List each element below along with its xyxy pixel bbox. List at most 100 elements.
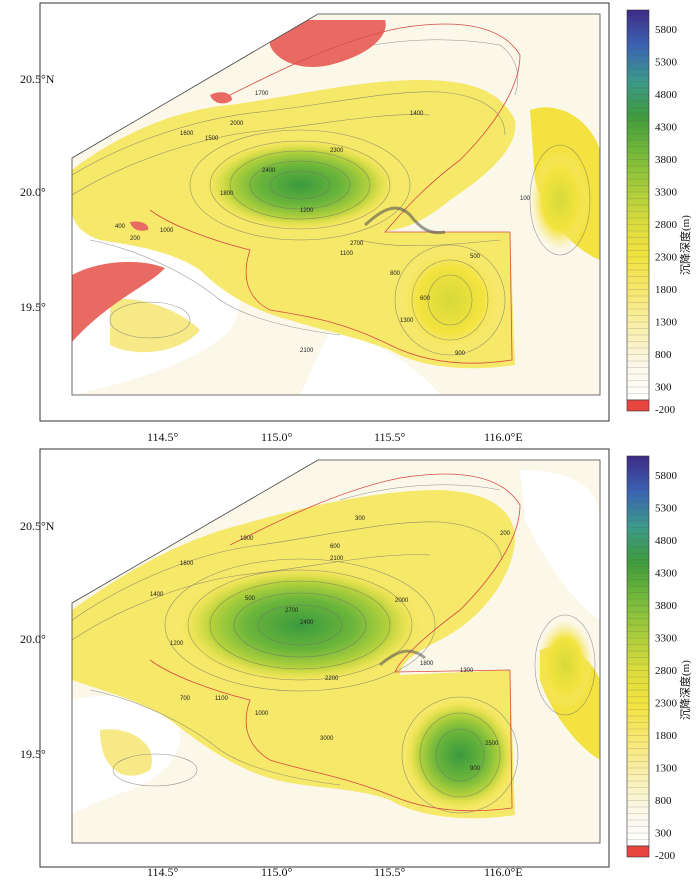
colorbar-tick-label: 800 [655, 349, 672, 361]
colorbar-negative-swatch [626, 399, 650, 412]
x-tick-label: 115.5° [374, 430, 406, 444]
x-axis: 114.5° 115.0° 115.5° 116.0°E [147, 865, 523, 879]
contour-label: 2700 [350, 241, 364, 247]
contour-label: 1300 [460, 668, 474, 674]
y-tick-label: 19.5° [20, 300, 46, 314]
depth-field [72, 460, 600, 843]
colorbar-tick-labels: 5800 5300 4800 4300 3800 3300 2800 2300 1800 1300… [655, 470, 678, 862]
colorbar-top: 5800 5300 4800 4300 3800 3300 2800 2300 1800 1300… [626, 9, 692, 416]
contour-labels: 1600 1500 2000 2300 2400 1800 1200 1000 400 200 10… [115, 91, 531, 357]
colorbar-tick-label: 4300 [655, 568, 678, 580]
x-axis: 114.5° 115.0° 115.5° 116.0°E [147, 430, 523, 444]
contour-label: 100 [520, 196, 531, 202]
panel-frame [39, 2, 610, 422]
contour-label: 1900 [240, 536, 254, 542]
colorbar-tick-label: 300 [655, 382, 672, 394]
contour-label: 300 [355, 516, 366, 522]
contour-label: 3000 [320, 736, 334, 742]
contour-label: 900 [455, 351, 466, 357]
contour-label: 200 [130, 236, 141, 242]
x-tick-label: 115.5° [374, 865, 406, 879]
x-tick-label: 115.0° [261, 430, 293, 444]
contour-label: 1600 [180, 131, 194, 137]
contour-label: 1200 [300, 208, 314, 214]
colorbar-tick-label: 3300 [655, 633, 678, 645]
contour-label: 900 [470, 766, 481, 772]
x-tick-label: 116.0°E [484, 865, 523, 879]
contour-label: 600 [330, 544, 341, 550]
colorbar-tick-label: 1300 [655, 317, 678, 329]
contour-label: 1400 [150, 592, 164, 598]
contour-label: 2700 [285, 608, 299, 614]
contour-label: 1300 [400, 318, 414, 324]
contour-label: 2100 [330, 556, 344, 562]
colorbar-title: 沉降深度(m) [678, 215, 692, 275]
colorbar-tick-label: 1300 [655, 763, 678, 775]
contour-label: 2000 [230, 121, 244, 127]
y-tick-label: 20.0° [20, 632, 46, 646]
map-border [71, 459, 601, 844]
colorbar-tick-label: 2300 [655, 698, 678, 710]
map-border [71, 13, 601, 396]
contour-label: 1200 [170, 641, 184, 647]
contour-label: 1500 [205, 136, 219, 142]
colorbar-tick-label: 3800 [655, 154, 678, 166]
colorbar-tick-label: 300 [655, 828, 672, 840]
contour-label: 800 [390, 271, 401, 277]
colorbar-negative-swatch [626, 845, 650, 858]
contour-label: 2300 [330, 148, 344, 154]
x-tick-label: 116.0°E [484, 430, 523, 444]
x-tick-label: 114.5° [147, 865, 179, 879]
contour-label: 1000 [160, 228, 174, 234]
colorbar-tick-label: 4800 [655, 535, 678, 547]
colorbar-tick-label: 1800 [655, 730, 678, 742]
contour-label: 1400 [410, 111, 424, 117]
colorbar-tick-label: 5800 [655, 24, 678, 36]
panel-frame [39, 448, 610, 868]
colorbar-tick-label: -200 [655, 404, 676, 416]
colorbar-tick-label: 2300 [655, 252, 678, 264]
colorbar-tick-label: -200 [655, 850, 676, 862]
depth-field [72, 14, 600, 395]
contour-label: 1100 [215, 696, 229, 702]
colorbar-tick-label: 2800 [655, 665, 678, 677]
contour-label: 500 [470, 254, 481, 260]
contour-label: 400 [115, 224, 126, 230]
colorbar-tick-label: 2800 [655, 219, 678, 231]
colorbar-tick-label: 4800 [655, 89, 678, 101]
contour-label: 2400 [262, 168, 276, 174]
contour-label: 2200 [325, 676, 339, 682]
contour-label: 2500 [485, 741, 499, 747]
contour-label: 2400 [300, 620, 314, 626]
colorbar-tick-label: 3300 [655, 187, 678, 199]
contour-label: 2100 [300, 348, 314, 354]
y-axis: 20.5°N 20.0° 19.5° [20, 72, 55, 314]
colorbar-tick-label: 1800 [655, 284, 678, 296]
map-panel-top: 1600 1500 2000 2300 2400 1800 1200 1000 400 200 10… [20, 2, 692, 444]
y-tick-label: 19.5° [20, 747, 46, 761]
y-axis: 20.5°N 20.0° 19.5° [20, 519, 55, 761]
colorbar-tick-label: 5300 [655, 503, 678, 515]
colorbar-lines [627, 16, 649, 394]
contour-label: 700 [180, 696, 191, 702]
contour-label: 200 [500, 531, 511, 537]
contour-label: 1800 [220, 191, 234, 197]
x-tick-label: 115.0° [261, 865, 293, 879]
colorbar-tick-label: 4300 [655, 122, 678, 134]
contour-label: 500 [245, 596, 256, 602]
y-tick-label: 20.5°N [20, 72, 55, 86]
colorbar-tick-label: 800 [655, 795, 672, 807]
y-tick-label: 20.5°N [20, 519, 55, 533]
contour-label: 1700 [255, 91, 269, 97]
colorbar-tick-label: 3800 [655, 600, 678, 612]
contour-label: 1600 [180, 561, 194, 567]
colorbar-tick-labels: 5800 5300 4800 4300 3800 3300 2800 2300 1800 1300… [655, 24, 678, 416]
colorbar-bottom: 5800 5300 4800 4300 3800 3300 2800 2300 1800 1300… [626, 455, 692, 862]
x-tick-label: 114.5° [147, 430, 179, 444]
contour-label: 600 [420, 296, 431, 302]
contour-label: 1800 [420, 661, 434, 667]
colorbar-title: 沉降深度(m) [678, 660, 692, 720]
